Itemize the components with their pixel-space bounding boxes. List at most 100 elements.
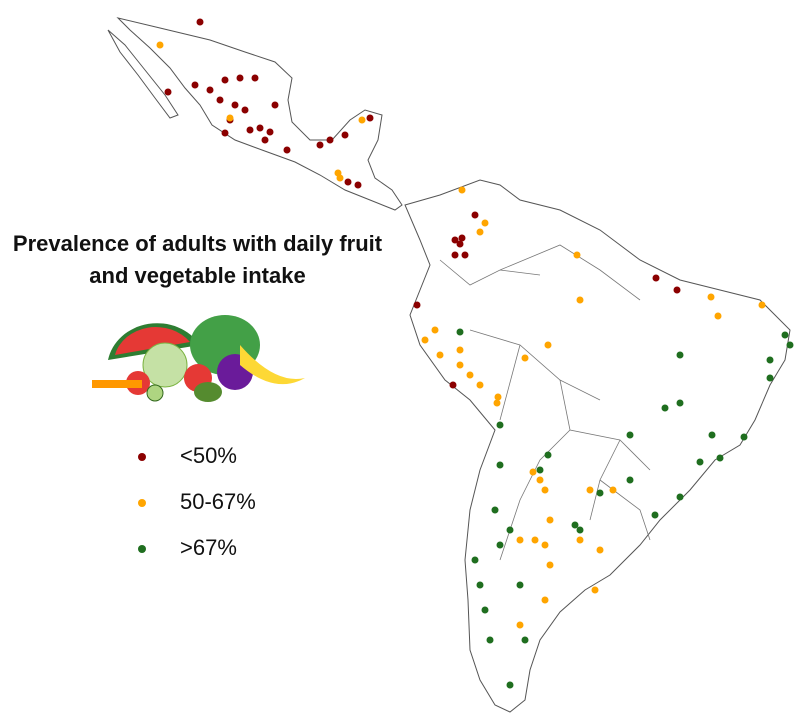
survey-point bbox=[466, 371, 474, 379]
survey-point bbox=[531, 536, 539, 544]
survey-point bbox=[316, 141, 324, 149]
survey-point bbox=[196, 18, 204, 26]
survey-point bbox=[546, 516, 554, 524]
survey-point bbox=[521, 354, 529, 362]
survey-point bbox=[536, 476, 544, 484]
legend-label: <50% bbox=[180, 443, 237, 468]
survey-point bbox=[449, 381, 457, 389]
survey-point bbox=[766, 374, 774, 382]
survey-point bbox=[226, 114, 234, 122]
survey-point bbox=[326, 136, 334, 144]
survey-point bbox=[786, 341, 794, 349]
survey-point bbox=[476, 581, 484, 589]
survey-point bbox=[221, 76, 229, 84]
survey-point bbox=[456, 361, 464, 369]
survey-point bbox=[456, 240, 464, 248]
survey-point bbox=[476, 381, 484, 389]
survey-point bbox=[421, 336, 429, 344]
survey-point bbox=[576, 536, 584, 544]
survey-point bbox=[673, 286, 681, 294]
survey-point bbox=[494, 393, 502, 401]
survey-point bbox=[251, 74, 259, 82]
survey-point bbox=[652, 274, 660, 282]
legend-swatch bbox=[138, 499, 146, 507]
survey-point bbox=[336, 174, 344, 182]
landmass bbox=[107, 17, 791, 713]
survey-point bbox=[576, 526, 584, 534]
survey-point bbox=[571, 521, 579, 529]
survey-point bbox=[241, 106, 249, 114]
survey-point bbox=[246, 126, 254, 134]
survey-point bbox=[714, 312, 722, 320]
survey-point bbox=[344, 178, 352, 186]
survey-point bbox=[471, 211, 479, 219]
survey-point bbox=[261, 136, 269, 144]
survey-point bbox=[283, 146, 291, 154]
survey-point bbox=[266, 128, 274, 136]
survey-point bbox=[493, 399, 501, 407]
survey-point bbox=[516, 581, 524, 589]
survey-point bbox=[461, 251, 469, 259]
produce-illustration bbox=[92, 315, 305, 402]
survey-point bbox=[354, 181, 362, 189]
survey-point bbox=[596, 489, 604, 497]
survey-point bbox=[516, 536, 524, 544]
survey-point bbox=[231, 101, 239, 109]
survey-point bbox=[496, 421, 504, 429]
survey-point bbox=[451, 251, 459, 259]
survey-point bbox=[529, 468, 537, 476]
survey-point bbox=[781, 331, 789, 339]
legend-swatch bbox=[138, 453, 146, 461]
survey-point bbox=[766, 356, 774, 364]
survey-point bbox=[341, 131, 349, 139]
survey-point bbox=[476, 228, 484, 236]
survey-point bbox=[216, 96, 224, 104]
survey-point bbox=[451, 236, 459, 244]
survey-point bbox=[541, 596, 549, 604]
legend-label: 50-67% bbox=[180, 489, 256, 514]
survey-point bbox=[591, 586, 599, 594]
survey-point bbox=[596, 546, 604, 554]
survey-point bbox=[221, 129, 229, 137]
legend-label: >67% bbox=[180, 535, 237, 560]
survey-point bbox=[506, 681, 514, 689]
survey-point bbox=[236, 74, 244, 82]
survey-point bbox=[586, 486, 594, 494]
survey-point bbox=[661, 404, 669, 412]
survey-point bbox=[506, 526, 514, 534]
survey-point bbox=[573, 251, 581, 259]
survey-point bbox=[481, 606, 489, 614]
survey-point bbox=[676, 399, 684, 407]
survey-point bbox=[458, 234, 466, 242]
survey-point bbox=[496, 461, 504, 469]
legend: <50% 50-67% >67% bbox=[138, 443, 256, 560]
survey-point bbox=[740, 433, 748, 441]
survey-point bbox=[191, 81, 199, 89]
survey-point bbox=[481, 219, 489, 227]
survey-point bbox=[458, 186, 466, 194]
survey-point bbox=[576, 296, 584, 304]
survey-point bbox=[521, 636, 529, 644]
survey-point bbox=[651, 511, 659, 519]
survey-point bbox=[708, 431, 716, 439]
survey-point bbox=[676, 493, 684, 501]
survey-point bbox=[456, 346, 464, 354]
survey-point bbox=[696, 458, 704, 466]
survey-point bbox=[544, 341, 552, 349]
survey-point bbox=[436, 351, 444, 359]
survey-point bbox=[413, 301, 421, 309]
survey-point bbox=[541, 486, 549, 494]
survey-point bbox=[544, 451, 552, 459]
survey-point bbox=[358, 116, 366, 124]
map-title: Prevalence of adults with daily fruit an… bbox=[12, 231, 383, 288]
survey-point bbox=[164, 88, 172, 96]
legend-swatch bbox=[138, 545, 146, 553]
survey-point bbox=[516, 621, 524, 629]
survey-point bbox=[609, 486, 617, 494]
survey-point bbox=[758, 301, 766, 309]
survey-point bbox=[366, 114, 374, 122]
survey-point bbox=[471, 556, 479, 564]
survey-point bbox=[206, 86, 214, 94]
